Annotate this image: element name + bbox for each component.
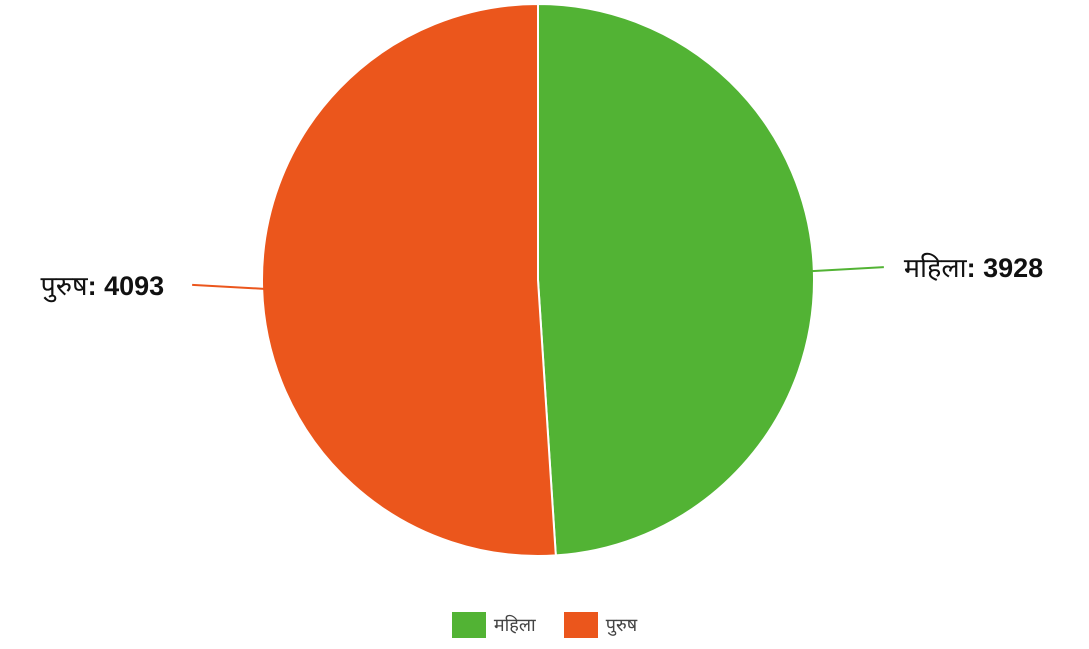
pie-slice-purush[interactable] <box>261 2 557 557</box>
slice-label-purush: पुरुष: 4093 <box>40 271 164 303</box>
leader-line-purush <box>192 283 265 290</box>
slice-label-mahila: महिला: 3928 <box>904 252 1043 284</box>
legend-item-purush[interactable]: पुरुष <box>563 612 638 638</box>
legend-swatch-mahila <box>451 612 486 638</box>
legend-label-mahila: महिला <box>493 615 536 636</box>
leader-line-mahila <box>811 266 884 273</box>
chart-legend: महिला पुरुष <box>0 612 1089 638</box>
legend-label-purush: पुरुष <box>605 615 638 636</box>
pie-chart-canvas: महिला: 3928 पुरुष: 4093 <box>40 2 1043 557</box>
legend-item-mahila[interactable]: महिला <box>451 612 536 638</box>
legend-swatch-purush <box>563 612 598 638</box>
pie-slice-mahila[interactable] <box>537 2 815 557</box>
